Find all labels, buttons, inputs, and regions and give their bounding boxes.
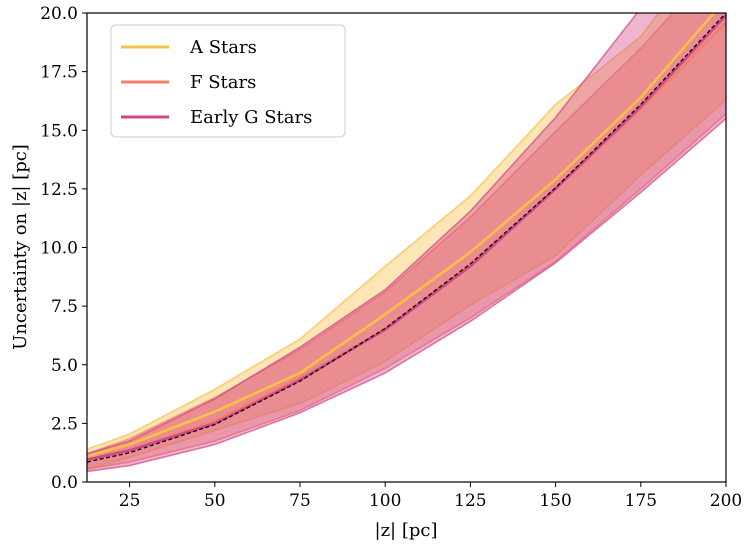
x-tick-label: 50 [204,491,226,511]
legend-label: A Stars [189,37,257,58]
band-lower-edge [87,99,726,470]
series-line [87,13,716,458]
legend-box [110,24,346,138]
y-tick-label: 7.5 [51,297,78,317]
reference-line [87,13,726,463]
y-tick-label: 17.5 [40,63,78,83]
y-axis-ticks: 0.0 2.5 5.0 7.5 10.0 12.5 15.0 17.5 20.0 [40,4,87,493]
series-line [87,14,726,461]
uncertainty-bands [87,13,726,473]
series-lines [87,13,726,463]
x-tick-label: 25 [119,491,141,511]
x-tick-label: 125 [454,491,486,511]
band-upper-edge [87,13,674,455]
x-tick-label: 150 [539,491,571,511]
y-tick-label: 2.5 [51,414,78,434]
band-lower-edge [87,113,726,470]
uncertainty-band [87,13,726,470]
legend-label: Early G Stars [190,107,312,128]
y-axis-label: Uncertainty on |z| [pc] [10,144,31,350]
y-tick-label: 15.0 [40,121,78,141]
x-tick-label: 200 [710,491,742,511]
x-axis-label: |z| [pc] [375,520,438,541]
x-tick-label: 175 [625,491,657,511]
x-tick-label: 75 [289,491,311,511]
band-lower-edge [87,117,726,473]
uncertainty-band [87,13,726,472]
y-tick-label: 12.5 [40,180,78,200]
uncertainty-band [87,13,726,470]
y-tick-label: 20.0 [40,4,78,24]
y-tick-label: 0.0 [51,473,78,493]
legend-label: F Stars [190,72,256,93]
x-tick-label: 100 [369,491,401,511]
y-tick-label: 5.0 [51,356,78,376]
y-tick-label: 10.0 [40,239,78,259]
band-upper-edge [87,13,639,455]
legend: A Stars F Stars Early G Stars [110,24,346,138]
band-upper-edge [87,13,660,450]
x-axis-ticks: 25 50 75 100 125 150 175 200 [119,482,742,511]
